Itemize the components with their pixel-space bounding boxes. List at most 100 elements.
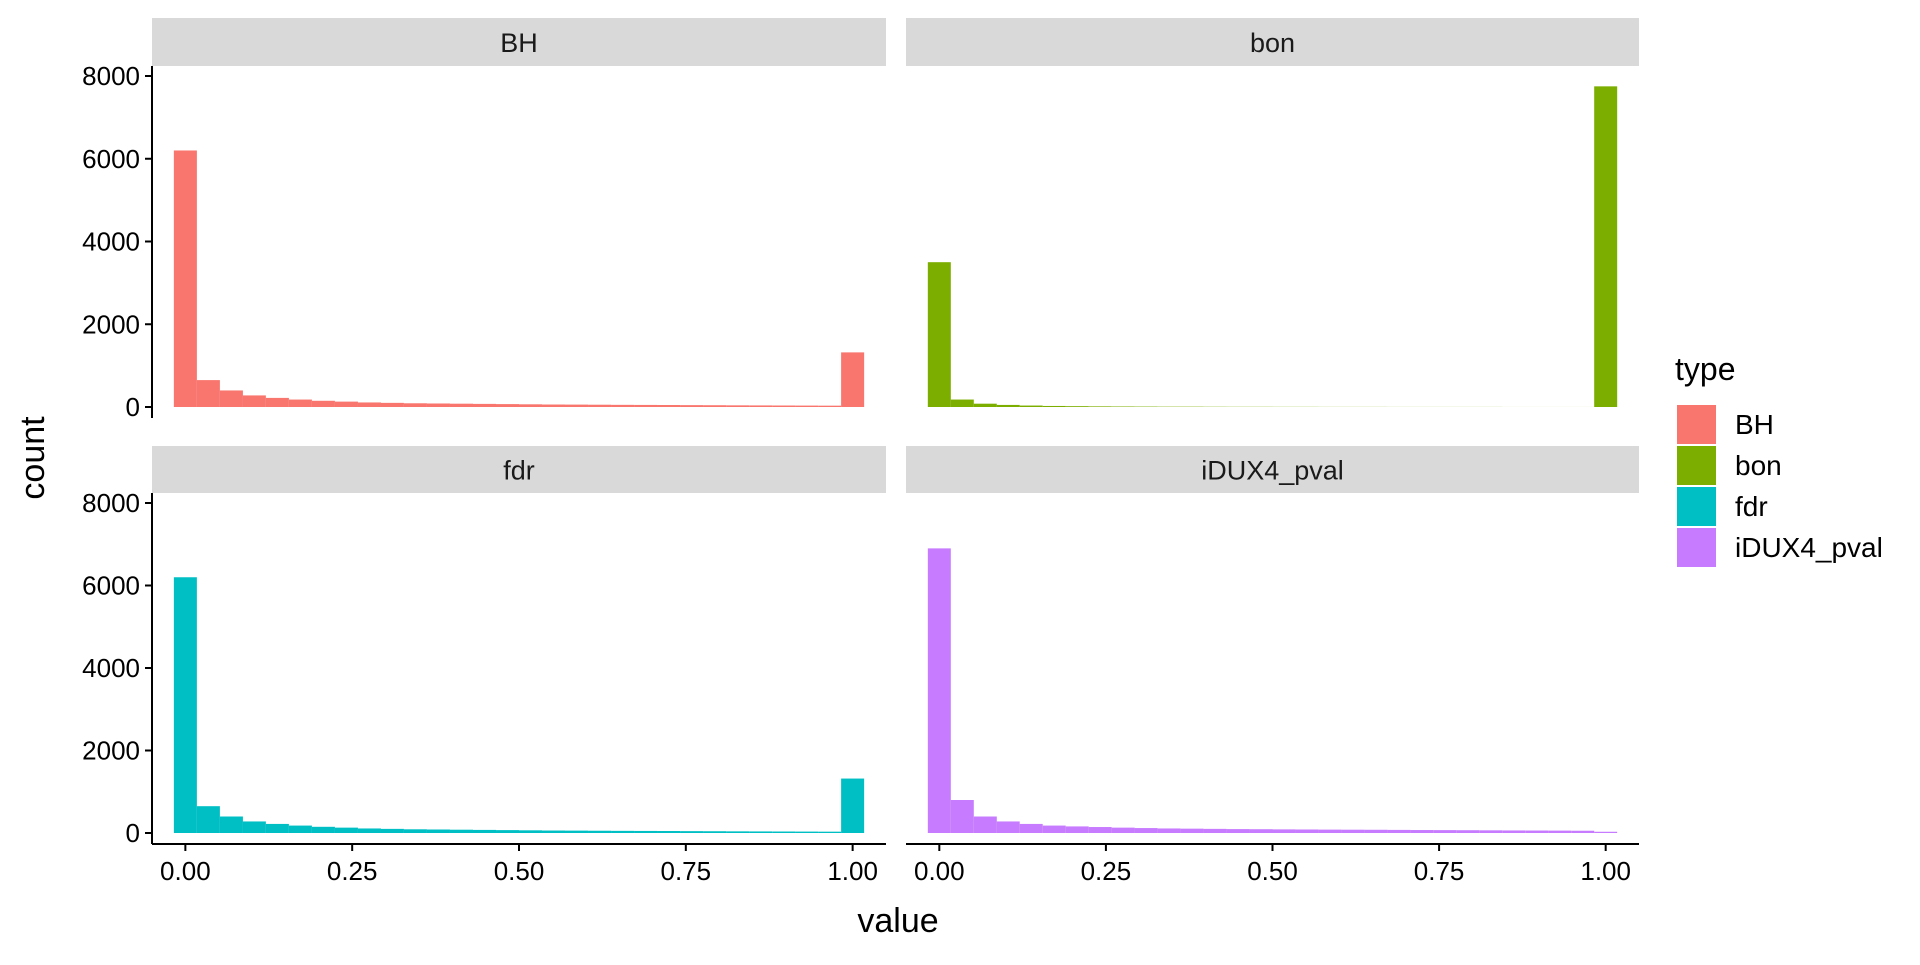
histogram-bar	[818, 406, 841, 407]
histogram-bar	[496, 404, 519, 407]
histogram-bar	[1479, 830, 1502, 833]
histogram-bar	[197, 806, 220, 833]
histogram-bar	[1433, 830, 1456, 833]
histogram-bar	[1089, 406, 1112, 407]
histogram-bar	[1066, 826, 1089, 833]
histogram-bar	[1364, 830, 1387, 833]
histogram-bar	[1043, 406, 1066, 407]
histogram-bar	[289, 826, 312, 833]
histogram-bar	[358, 402, 381, 407]
histogram-bar	[726, 831, 749, 833]
histogram-bar	[951, 400, 974, 407]
histogram-bar	[974, 817, 997, 834]
histogram-bar	[841, 779, 864, 833]
histogram-bar	[243, 395, 266, 407]
y-tick-label: 2000	[82, 309, 140, 339]
x-tick-label: 0.50	[494, 856, 545, 886]
legend-key	[1677, 405, 1716, 444]
histogram-bar	[772, 832, 795, 833]
histogram-bar	[588, 405, 611, 407]
histogram-bar	[519, 830, 542, 833]
x-tick-label: 0.25	[327, 856, 378, 886]
legend-title: type	[1675, 351, 1735, 387]
legend-key	[1677, 528, 1716, 567]
x-tick-label: 1.00	[827, 856, 878, 886]
histogram-bar	[1341, 830, 1364, 833]
histogram-bar	[427, 829, 450, 833]
histogram-bar	[1502, 830, 1525, 833]
histogram-bar	[220, 390, 243, 407]
histogram-bar	[473, 830, 496, 833]
histogram-bar	[1204, 829, 1227, 833]
y-tick-label: 8000	[82, 488, 140, 518]
histogram-bar	[588, 831, 611, 833]
x-tick-label: 0.75	[661, 856, 712, 886]
histogram-bar	[749, 405, 772, 407]
legend-label: bon	[1735, 450, 1782, 481]
histogram-bar	[220, 817, 243, 834]
y-tick-label: 0	[126, 392, 140, 422]
y-tick-label: 4000	[82, 227, 140, 257]
x-tick-label: 0.00	[914, 856, 965, 886]
histogram-bar	[1043, 826, 1066, 833]
histogram-bar	[795, 832, 818, 833]
y-tick-label: 4000	[82, 653, 140, 683]
histogram-bar	[266, 398, 289, 407]
histogram-bar	[335, 828, 358, 833]
histogram-bar	[1066, 406, 1089, 407]
facet-strip-label: bon	[1250, 28, 1295, 58]
y-tick-label: 8000	[82, 61, 140, 91]
histogram-bar	[703, 405, 726, 407]
histogram-bar	[634, 831, 657, 833]
histogram-bar	[928, 548, 951, 833]
histogram-bar	[680, 831, 703, 833]
histogram-bar	[565, 831, 588, 833]
x-tick-label: 0.25	[1081, 856, 1132, 886]
histogram-bar	[1548, 831, 1571, 833]
histogram-bar	[381, 403, 404, 407]
histogram-bar	[997, 821, 1020, 833]
histogram-bar	[749, 831, 772, 833]
histogram-bar	[657, 405, 680, 407]
histogram-bar	[243, 821, 266, 833]
histogram-bar	[795, 406, 818, 407]
histogram-bar	[1020, 406, 1043, 407]
histogram-bar	[1135, 828, 1158, 833]
legend-label: BH	[1735, 409, 1774, 440]
histogram-bar	[726, 405, 749, 407]
facet-panel: fdr	[152, 446, 886, 833]
y-tick-label: 6000	[82, 144, 140, 174]
histogram-bar	[404, 829, 427, 833]
legend-label: fdr	[1735, 491, 1768, 522]
y-axis-title: count	[14, 416, 52, 500]
histogram-bar	[611, 831, 634, 833]
histogram-bar	[174, 150, 197, 407]
histogram-bar	[1227, 829, 1250, 833]
histogram-bar	[427, 403, 450, 407]
x-axis-title: value	[857, 902, 938, 940]
y-tick-label: 6000	[82, 571, 140, 601]
histogram-bar	[772, 406, 795, 407]
histogram-bar	[657, 831, 680, 833]
facet-strip-label: fdr	[503, 456, 535, 486]
histogram-bar	[1456, 830, 1479, 833]
histogram-bar	[1089, 827, 1112, 833]
histogram-bar	[1250, 829, 1273, 833]
histogram-bar	[450, 404, 473, 407]
legend-key	[1677, 487, 1716, 526]
histogram-bar	[951, 800, 974, 833]
legend-key	[1677, 446, 1716, 485]
histogram-bar	[266, 824, 289, 833]
histogram-bar	[565, 405, 588, 407]
histogram-bar	[1594, 86, 1617, 407]
histogram-bar	[289, 400, 312, 407]
histogram-bar	[1112, 828, 1135, 833]
histogram-bar	[997, 405, 1020, 407]
histogram-bar	[174, 577, 197, 833]
facet-panel: iDUX4_pval	[906, 446, 1639, 833]
histogram-bar	[680, 405, 703, 407]
histogram-bar	[450, 830, 473, 833]
histogram-bar	[1295, 829, 1318, 833]
